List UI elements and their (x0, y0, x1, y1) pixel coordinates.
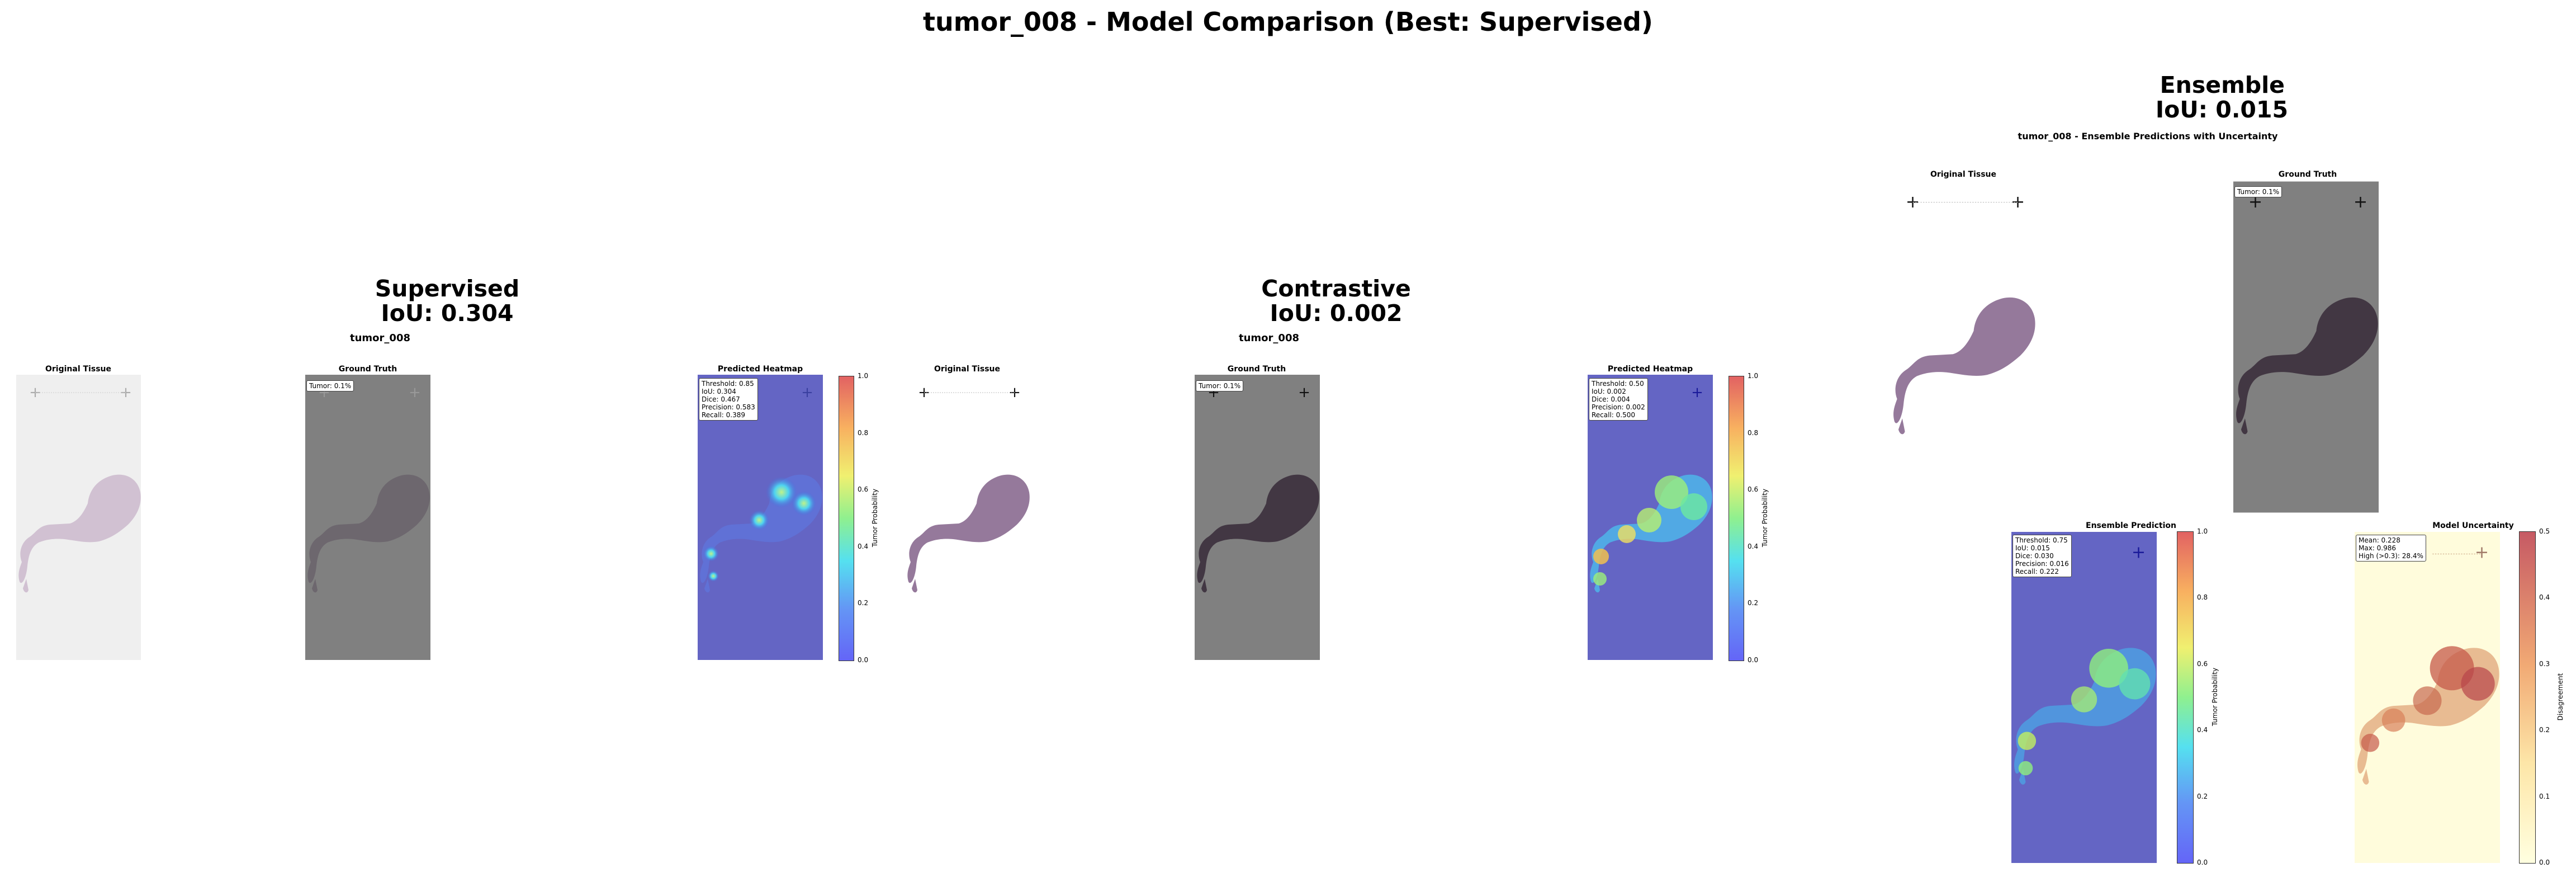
ensemble-metric-recall: Recall: 0.222 (2015, 568, 2059, 576)
svg-text:+: + (1298, 384, 1310, 401)
cb-tick: 0.4 (1748, 543, 1759, 550)
ensemble-metric-threshold: Threshold: 0.75 (2015, 536, 2068, 544)
contrastive-iou: IoU: 0.002 (1270, 300, 1403, 327)
ensemble-gt-tumor-label: Tumor: 0.1% (2234, 186, 2283, 197)
cb-tick: 0.1 (2539, 793, 2550, 800)
cb-tick: 0.2 (858, 599, 869, 607)
ensemble-metrics-box: Threshold: 0.75 IoU: 0.015 Dice: 0.030 P… (2012, 535, 2072, 577)
contrastive-metrics-box: Threshold: 0.50 IoU: 0.002 Dice: 0.004 P… (1589, 378, 1648, 421)
cb-tick: 0.6 (1748, 485, 1759, 493)
uncertainty-high-fraction: High (>0.3): 28.4% (2359, 552, 2423, 560)
supervised-metric-dice: Dice: 0.467 (702, 395, 740, 403)
cb-tick: 0.4 (858, 543, 869, 550)
ensemble-original-title: Original Tissue (1930, 170, 1996, 179)
contrastive-heatmap-image: + (1588, 375, 1713, 660)
supervised-gt-tumor-label: Tumor: 0.1% (306, 380, 354, 392)
contrastive-metric-iou: IoU: 0.002 (1592, 388, 1626, 395)
ensemble-metric-precision: Precision: 0.016 (2015, 560, 2069, 568)
contrastive-metric-precision: Precision: 0.002 (1592, 403, 1645, 411)
supervised-iou: IoU: 0.304 (381, 300, 514, 327)
contrastive-case-subtitle: tumor_008 (1239, 332, 1299, 344)
cb-tick: 0.8 (858, 429, 869, 437)
ensemble-metric-iou: IoU: 0.015 (2015, 544, 2050, 552)
supervised-metric-iou: IoU: 0.304 (702, 388, 736, 395)
cb-tick: 1.0 (2197, 527, 2208, 535)
uncertainty-mean: Mean: 0.228 (2359, 536, 2400, 544)
cb-tick: 0.0 (2539, 859, 2550, 866)
svg-text:+: + (801, 384, 813, 401)
ensemble-uncertainty-colorbar (2519, 531, 2536, 864)
supervised-title: Supervised IoU: 0.304 (375, 276, 519, 326)
contrastive-gt-title: Ground Truth (1227, 365, 1286, 374)
svg-text:+: + (1691, 384, 1703, 401)
contrastive-metric-threshold: Threshold: 0.50 (1592, 380, 1644, 388)
svg-text:+: + (2475, 543, 2489, 562)
svg-text:+: + (2354, 192, 2367, 212)
supervised-case-subtitle: tumor_008 (350, 332, 410, 344)
cb-tick: 0.0 (1748, 656, 1759, 664)
supervised-original-title: Original Tissue (45, 365, 111, 374)
ensemble-subtitle: tumor_008 - Ensemble Predictions with Un… (2018, 131, 2278, 142)
supervised-gt-title: Ground Truth (338, 365, 397, 374)
contrastive-ground-truth-image: + + (1195, 375, 1320, 660)
ensemble-probability-colorbar-label: Tumor Probability (2211, 667, 2219, 727)
supervised-original-tissue-image: + + (16, 375, 141, 660)
contrastive-model-name: Contrastive (1261, 275, 1411, 302)
ensemble-title: Ensemble IoU: 0.015 (2156, 73, 2288, 122)
ensemble-original-tissue-image: + + (1891, 181, 2036, 513)
contrastive-metric-dice: Dice: 0.004 (1592, 395, 1630, 403)
svg-text:+: + (2132, 543, 2146, 562)
supervised-metric-threshold: Threshold: 0.85 (702, 380, 754, 388)
ensemble-prediction-image: + (2011, 532, 2157, 863)
contrastive-gt-tumor-label: Tumor: 0.1% (1196, 380, 1244, 392)
cb-tick: 0.2 (2197, 793, 2208, 800)
cb-tick: 0.0 (2197, 859, 2208, 866)
contrastive-colorbar (1729, 376, 1744, 661)
contrastive-colorbar-label: Tumor Probability (1761, 488, 1769, 548)
ensemble-uncertainty-stats-box: Mean: 0.228 Max: 0.986 High (>0.3): 28.4… (2356, 535, 2426, 562)
supervised-heatmap-title: Predicted Heatmap (717, 365, 803, 374)
cb-tick: 1.0 (858, 372, 869, 380)
cb-tick: 0.8 (2197, 593, 2208, 601)
uncertainty-max: Max: 0.986 (2359, 544, 2397, 552)
ensemble-uncertainty-colorbar-label: Disagreement (2556, 673, 2564, 721)
ensemble-gt-title: Ground Truth (2278, 170, 2337, 179)
supervised-metric-precision: Precision: 0.583 (702, 403, 755, 411)
supervised-colorbar-label: Tumor Probability (871, 488, 879, 548)
cb-tick: 0.2 (1748, 599, 1759, 607)
supervised-metric-recall: Recall: 0.389 (702, 411, 746, 419)
ensemble-metric-dice: Dice: 0.030 (2015, 552, 2054, 560)
cb-tick: 0.5 (2539, 527, 2550, 535)
contrastive-metric-recall: Recall: 0.500 (1592, 411, 1636, 419)
contrastive-heatmap-title: Predicted Heatmap (1607, 365, 1693, 374)
cb-tick: 1.0 (1748, 372, 1759, 380)
ensemble-iou: IoU: 0.015 (2155, 96, 2288, 123)
cb-tick: 0.2 (2539, 726, 2550, 734)
contrastive-original-tissue-image: + + (905, 375, 1030, 660)
ensemble-prediction-title: Ensemble Prediction (2086, 521, 2176, 530)
cb-tick: 0.6 (858, 485, 869, 493)
ensemble-uncertainty-image: + (2355, 532, 2500, 863)
supervised-model-name: Supervised (375, 275, 520, 302)
cb-tick: 0.8 (1748, 429, 1759, 437)
cb-tick: 0.3 (2539, 660, 2550, 668)
cb-tick: 0.0 (858, 656, 869, 664)
figure-title: tumor_008 - Model Comparison (Best: Supe… (923, 7, 1653, 37)
supervised-metrics-box: Threshold: 0.85 IoU: 0.304 Dice: 0.467 P… (699, 378, 758, 421)
svg-text:+: + (409, 384, 421, 401)
cb-tick: 0.4 (2539, 593, 2550, 601)
cb-tick: 0.6 (2197, 660, 2208, 668)
ensemble-model-name: Ensemble (2160, 72, 2285, 98)
supervised-heatmap-image: + (698, 375, 823, 660)
ensemble-ground-truth-image: + + (2233, 181, 2379, 513)
contrastive-title: Contrastive IoU: 0.002 (1261, 276, 1411, 326)
supervised-colorbar (839, 376, 854, 661)
supervised-ground-truth-image: + + (305, 375, 430, 660)
ensemble-probability-colorbar (2177, 531, 2194, 864)
cb-tick: 0.4 (2197, 726, 2208, 734)
ensemble-uncertainty-title: Model Uncertainty (2432, 521, 2514, 530)
contrastive-original-title: Original Tissue (934, 365, 1000, 374)
